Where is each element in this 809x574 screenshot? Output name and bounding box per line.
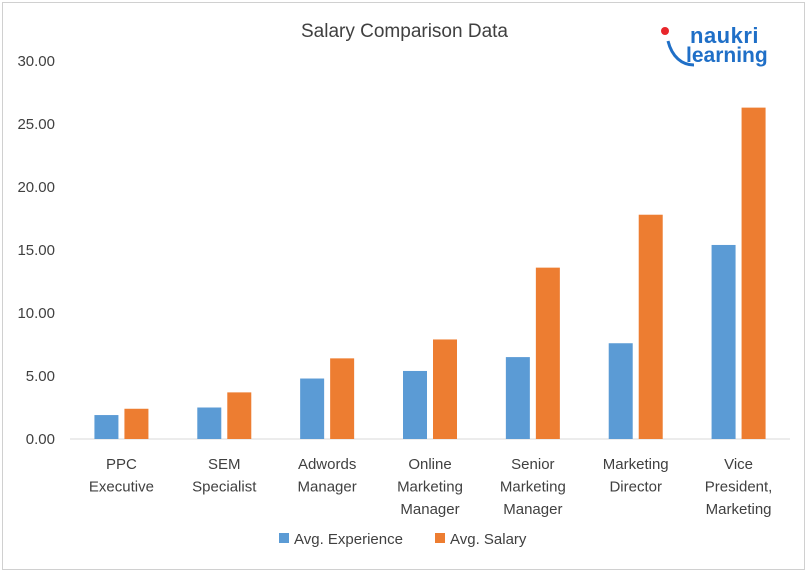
legend-label: Avg. Experience bbox=[294, 531, 403, 548]
bar-avg-salary bbox=[124, 408, 149, 439]
y-tick-label: 30.00 bbox=[17, 53, 55, 70]
x-tick-label: PPC bbox=[106, 456, 137, 473]
x-tick-label: SEM bbox=[208, 456, 241, 473]
x-tick-label: Senior bbox=[511, 456, 554, 473]
x-tick-label: Marketing bbox=[397, 479, 463, 496]
legend-label: Avg. Salary bbox=[450, 531, 527, 548]
bar-avg-salary bbox=[741, 107, 766, 440]
bar-avg-experience bbox=[505, 357, 530, 439]
logo-text-naukri: naukri bbox=[690, 23, 760, 48]
x-tick-label: Manager bbox=[400, 501, 459, 518]
y-tick-label: 10.00 bbox=[17, 305, 55, 322]
x-tick-label: Marketing bbox=[706, 501, 772, 518]
bar-avg-experience bbox=[300, 378, 325, 439]
bar-avg-experience bbox=[197, 407, 222, 439]
y-tick-label: 20.00 bbox=[17, 179, 55, 196]
bar-avg-salary bbox=[330, 358, 355, 439]
x-tick-label: Manager bbox=[503, 501, 562, 518]
chart-title: Salary Comparison Data bbox=[301, 21, 508, 42]
x-tick-label: Vice bbox=[724, 456, 753, 473]
x-tick-label: Director bbox=[609, 479, 662, 496]
logo-text-learning: learning bbox=[686, 44, 768, 67]
bar-avg-experience bbox=[608, 343, 633, 439]
naukri-learning-logo: naukri learning bbox=[658, 19, 788, 75]
y-tick-label: 15.00 bbox=[17, 242, 55, 259]
x-tick-label: Marketing bbox=[500, 479, 566, 496]
x-tick-label: Online bbox=[408, 456, 451, 473]
x-tick-label: President, bbox=[705, 479, 773, 496]
bar-avg-salary bbox=[535, 267, 560, 439]
bar-avg-experience bbox=[403, 370, 427, 439]
y-tick-label: 5.00 bbox=[26, 368, 55, 385]
x-tick-label: Specialist bbox=[192, 479, 257, 496]
y-tick-label: 0.00 bbox=[26, 431, 55, 448]
legend-swatch bbox=[279, 533, 289, 543]
x-tick-label: Executive bbox=[89, 479, 154, 496]
x-tick-label: Marketing bbox=[603, 456, 669, 473]
bar-avg-experience bbox=[94, 415, 119, 439]
x-tick-label: Manager bbox=[298, 479, 357, 496]
legend-swatch bbox=[435, 533, 445, 543]
y-tick-label: 25.00 bbox=[17, 116, 55, 133]
bar-avg-experience bbox=[711, 244, 736, 439]
bar-avg-salary bbox=[433, 339, 457, 439]
x-tick-label: Adwords bbox=[298, 456, 356, 473]
logo-swoosh-icon bbox=[661, 27, 695, 67]
bar-avg-salary bbox=[638, 214, 663, 439]
bar-avg-salary bbox=[227, 392, 252, 439]
